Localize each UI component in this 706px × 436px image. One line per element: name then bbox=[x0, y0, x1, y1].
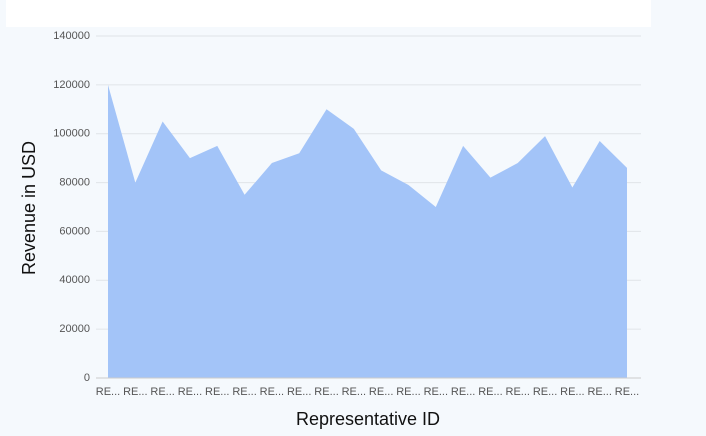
x-tick-label: RE... bbox=[587, 386, 611, 398]
x-tick-label: RE... bbox=[478, 386, 502, 398]
x-tick-label: RE... bbox=[123, 386, 147, 398]
x-tick-label: RE... bbox=[560, 386, 584, 398]
x-tick-label: RE... bbox=[287, 386, 311, 398]
x-tick-label: RE... bbox=[205, 386, 229, 398]
x-tick-label: RE... bbox=[506, 386, 530, 398]
x-tick-label: RE... bbox=[342, 386, 366, 398]
y-tick-label: 0 bbox=[84, 372, 90, 384]
y-tick-label: 40000 bbox=[59, 274, 90, 286]
area bbox=[108, 84, 627, 378]
header-bar bbox=[6, 0, 651, 27]
y-tick-label: 100000 bbox=[53, 128, 90, 140]
x-tick-label: RE... bbox=[424, 386, 448, 398]
y-axis-title: Revenue in USD bbox=[19, 141, 39, 275]
x-axis-title: Representative ID bbox=[296, 409, 440, 429]
x-tick-label: RE... bbox=[396, 386, 420, 398]
x-tick-label: RE... bbox=[178, 386, 202, 398]
x-tick-label: RE... bbox=[150, 386, 174, 398]
y-tick-label: 120000 bbox=[53, 79, 90, 91]
x-tick-label: RE... bbox=[96, 386, 120, 398]
x-tick-label: RE... bbox=[369, 386, 393, 398]
y-tick-label: 20000 bbox=[59, 323, 90, 335]
x-tick-label: RE... bbox=[451, 386, 475, 398]
x-tick-label: RE... bbox=[615, 386, 639, 398]
y-tick-label: 140000 bbox=[53, 30, 90, 42]
x-tick-label: RE... bbox=[533, 386, 557, 398]
y-tick-label: 80000 bbox=[59, 176, 90, 188]
x-tick-label: RE... bbox=[314, 386, 338, 398]
x-tick-label: RE... bbox=[260, 386, 284, 398]
y-tick-label: 60000 bbox=[59, 225, 90, 237]
x-tick-label: RE... bbox=[232, 386, 256, 398]
